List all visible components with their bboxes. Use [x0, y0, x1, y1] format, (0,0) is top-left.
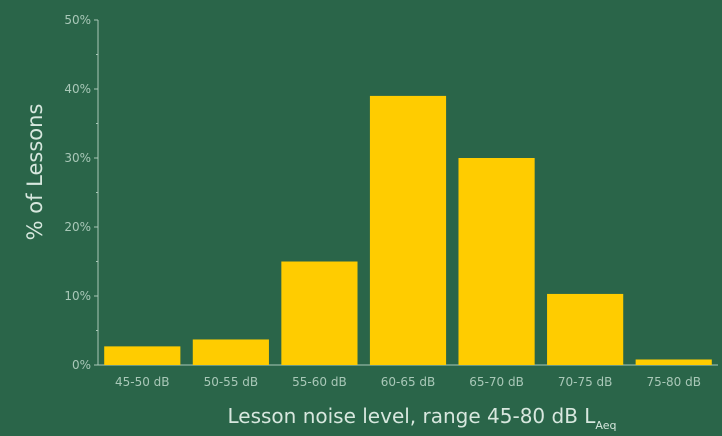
x-axis-ticks: 45-50 dB 50-55 dB 55-60 dB 60-65 dB 65-70 dB…	[115, 375, 701, 389]
x-axis-title: Lesson noise level, range 45-80 dB LAeq	[227, 404, 616, 432]
x-tick-label: 45-50 dB	[115, 375, 170, 389]
x-tick-label: 75-80 dB	[646, 375, 701, 389]
bar-50-55-db	[192, 339, 269, 365]
bar-series	[104, 95, 712, 366]
x-tick-label: 60-65 dB	[381, 375, 436, 389]
bar-65-70-db	[458, 158, 535, 365]
x-tick-label: 55-60 dB	[292, 375, 347, 389]
y-tick-label: 40%	[64, 82, 91, 96]
bar-55-60-db	[281, 261, 358, 365]
y-tick-label: 30%	[64, 151, 91, 165]
y-tick-label: 10%	[64, 289, 91, 303]
x-tick-label: 65-70 dB	[469, 375, 524, 389]
y-axis-ticks: 0% 10% 20% 30% 40% 50%	[64, 13, 98, 372]
y-tick-label: 0%	[72, 358, 91, 372]
bar-45-50-db	[104, 346, 181, 365]
x-tick-label: 50-55 dB	[204, 375, 259, 389]
x-tick-label: 70-75 dB	[558, 375, 613, 389]
x-axis-title-main: Lesson noise level, range 45-80 dB L	[227, 404, 596, 428]
y-axis-title: % of Lessons	[23, 104, 47, 241]
bar-60-65-db	[369, 95, 447, 366]
y-tick-label: 20%	[64, 220, 91, 234]
x-axis-title-subscript: Aeq	[595, 419, 616, 432]
bar-70-75-db	[547, 293, 624, 365]
y-tick-label: 50%	[64, 13, 91, 27]
bar-75-80-db	[635, 359, 712, 365]
